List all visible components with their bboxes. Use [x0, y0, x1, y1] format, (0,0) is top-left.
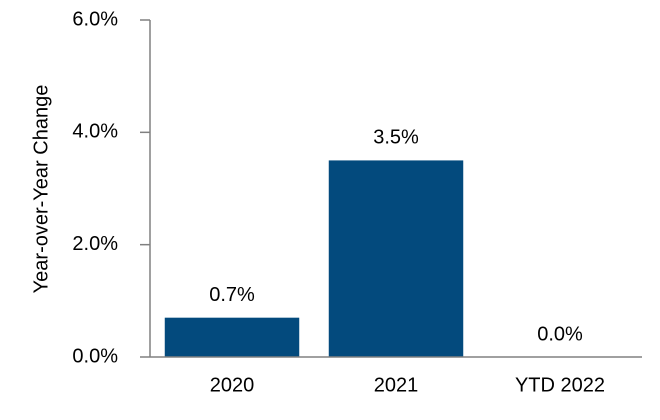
bar — [328, 160, 464, 357]
data-label: 3.5% — [373, 127, 419, 149]
y-tick-label: 0.0% — [72, 345, 118, 367]
y-axis-label: Year-over-Year Change — [30, 85, 52, 294]
y-tick-label: 4.0% — [72, 121, 118, 143]
y-tick-label: 6.0% — [72, 8, 118, 30]
data-label: 0.7% — [209, 284, 255, 306]
bar — [164, 317, 300, 357]
x-tick-label: 2021 — [374, 374, 419, 396]
x-tick-label: YTD 2022 — [515, 374, 605, 396]
data-label: 0.0% — [537, 323, 583, 345]
x-tick-label: 2020 — [210, 374, 255, 396]
y-tick-label: 2.0% — [72, 233, 118, 255]
